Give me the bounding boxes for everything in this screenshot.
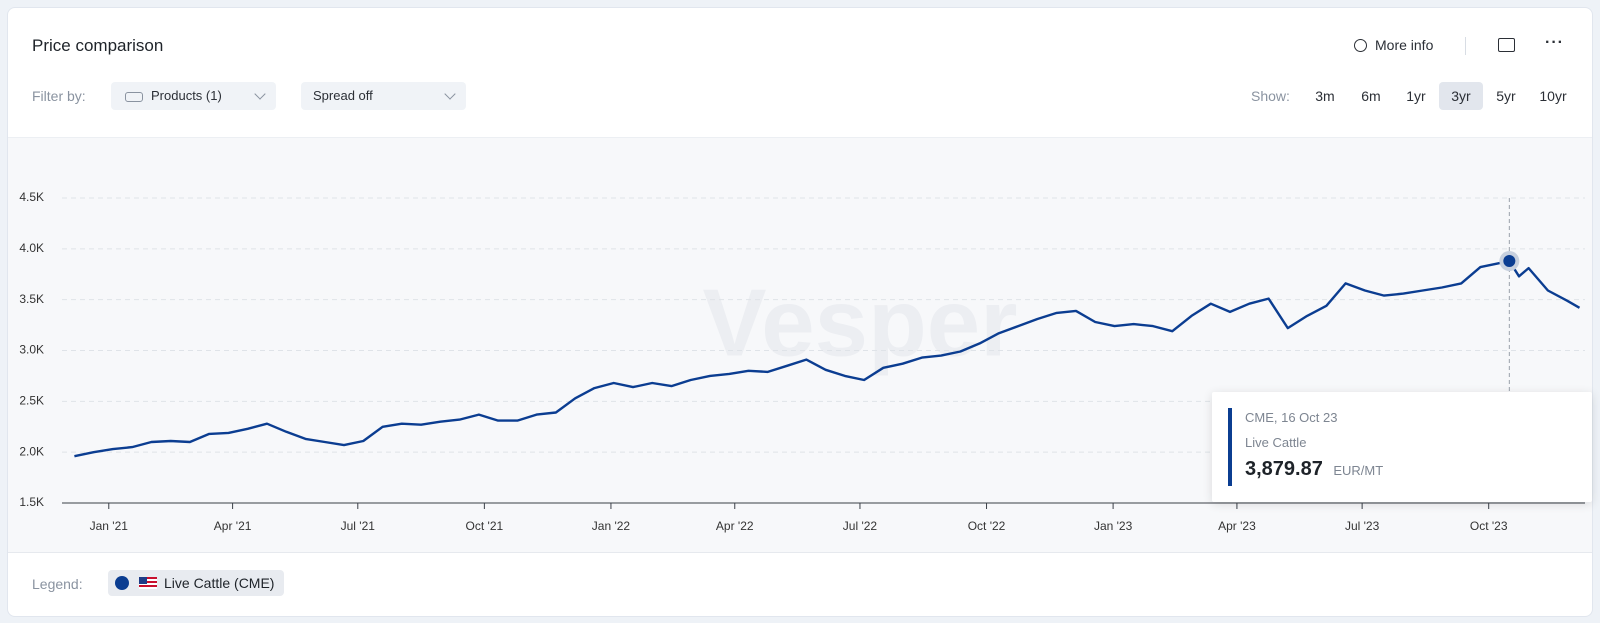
products-icon (125, 92, 143, 102)
x-tick-label: Apr '22 (716, 519, 754, 533)
y-tick-label: 2.5K (19, 394, 44, 408)
legend-text: Live Cattle (CME) (164, 575, 275, 591)
x-tick-label: Apr '21 (214, 519, 252, 533)
legend-swatch (115, 576, 129, 590)
tooltip-bar (1228, 408, 1232, 486)
x-tick-label: Jan '21 (90, 519, 129, 533)
tooltip-value: 3,879.87 (1245, 458, 1323, 480)
y-tick-label: 3.0K (19, 343, 44, 357)
x-tick-label: Jan '23 (1094, 519, 1133, 533)
chevron (444, 88, 456, 100)
tooltip-value-row: 3,879.87 EUR/MT (1245, 458, 1383, 481)
x-tick-label: Oct '23 (1470, 519, 1508, 533)
y-tick-label: 2.0K (19, 444, 44, 458)
products-dropdown[interactable]: Products (1) (111, 82, 276, 110)
chevron (254, 88, 266, 100)
y-tick-label: 3.5K (19, 292, 44, 306)
tooltip-series: Live Cattle (1245, 435, 1307, 450)
range-button[interactable]: 3m (1315, 88, 1335, 104)
tooltip-unit: EUR/MT (1333, 463, 1384, 478)
x-tick-label: Jan '22 (592, 519, 631, 533)
image-export-button[interactable] (1498, 38, 1515, 52)
x-tick-label: Oct '22 (968, 519, 1006, 533)
spread-label: Spread off (313, 88, 373, 103)
x-tick-label: Jul '21 (341, 519, 376, 533)
legend-label: Legend: (32, 576, 83, 592)
legend-item[interactable]: Live Cattle (CME) (108, 570, 285, 596)
flag-icon (139, 577, 157, 589)
filter-label: Filter by: (32, 88, 86, 104)
info-icon (1354, 39, 1367, 52)
y-tick-label: 4.0K (19, 241, 44, 255)
x-tick-label: Apr '23 (1218, 519, 1256, 533)
more-info-button[interactable]: More info (1354, 37, 1433, 53)
y-tick-label: 4.5K (19, 190, 44, 204)
widget-title: Price comparison (32, 36, 164, 55)
range-button[interactable]: 1yr (1406, 88, 1426, 104)
separator (1465, 37, 1466, 55)
x-tick-label: Jul '22 (843, 519, 878, 533)
spread-dropdown[interactable]: Spread off (301, 82, 466, 110)
x-tick-label: Jul '23 (1345, 519, 1380, 533)
products-label: Products (1) (151, 88, 222, 103)
hover-point (1503, 255, 1516, 268)
y-tick-label: 1.5K (19, 495, 44, 509)
show-label: Show: (1251, 88, 1290, 104)
x-tick-label: Oct '21 (466, 519, 504, 533)
range-button[interactable]: 10yr (1539, 88, 1567, 104)
range-button[interactable]: 6m (1361, 88, 1381, 104)
price-line (74, 259, 1581, 458)
range-button[interactable]: 3yr (1439, 82, 1483, 110)
widget-card (7, 7, 1593, 617)
tooltip: CME, 16 Oct 23 Live Cattle 3,879.87 EUR/… (1212, 392, 1592, 502)
more-info-label: More info (1375, 37, 1434, 53)
menu-button[interactable]: ··· (1545, 34, 1564, 51)
tooltip-title: CME, 16 Oct 23 (1245, 410, 1338, 425)
range-button[interactable]: 5yr (1496, 88, 1516, 104)
watermark: Vesper (703, 269, 1018, 376)
